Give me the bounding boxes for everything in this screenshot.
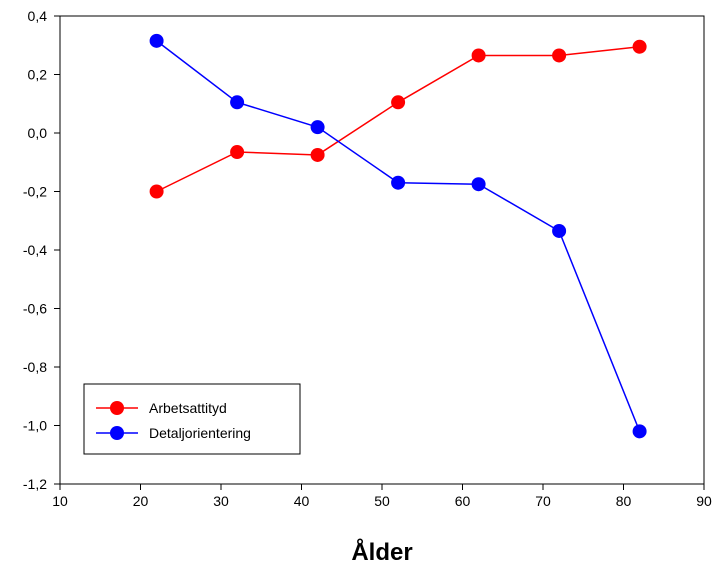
data-point	[471, 177, 486, 192]
data-point	[230, 95, 245, 110]
data-point	[391, 175, 406, 190]
y-axis-ticks: 0,4 0,2 0,0 -0,2 -0,4 -0,6 -0,8 -1,0 -1,2	[23, 8, 60, 492]
legend-box	[83, 383, 301, 455]
x-tick-label: 90	[696, 493, 712, 509]
data-point	[552, 48, 567, 63]
x-tick-label: 20	[133, 493, 149, 509]
x-tick-label: 60	[455, 493, 471, 509]
legend-label: Detaljorientering	[149, 425, 251, 441]
series-layer	[149, 33, 647, 439]
y-tick-label: -1,0	[23, 418, 47, 434]
data-point	[310, 120, 325, 135]
x-tick-label: 70	[535, 493, 551, 509]
y-tick-label: -0,2	[23, 184, 47, 200]
data-point	[310, 147, 325, 162]
x-tick-label: 10	[52, 493, 68, 509]
data-point	[632, 39, 647, 54]
legend-item: Detaljorientering	[96, 425, 251, 441]
y-tick-label: -0,8	[23, 359, 47, 375]
legend-label: Arbetsattityd	[149, 400, 227, 416]
y-tick-label: -0,4	[23, 242, 47, 258]
data-point	[230, 145, 245, 160]
x-axis-title: Ålder	[351, 538, 412, 566]
legend-marker	[110, 401, 124, 415]
data-point	[149, 33, 164, 48]
x-tick-label: 30	[213, 493, 229, 509]
data-point	[149, 184, 164, 199]
series-line	[156, 45, 640, 193]
series-1	[149, 39, 647, 199]
data-point	[632, 424, 647, 439]
data-point	[552, 223, 567, 238]
y-tick-label: -1,2	[23, 476, 47, 492]
legend: Arbetsattityd Detaljorientering	[83, 383, 301, 455]
legend-items: Arbetsattityd Detaljorientering	[96, 400, 251, 441]
x-tick-label: 80	[616, 493, 632, 509]
data-point	[471, 48, 486, 63]
y-tick-label: 0,0	[28, 125, 48, 141]
x-tick-label: 40	[294, 493, 310, 509]
series-2	[149, 33, 647, 439]
x-axis-ticks: 10 20 30 40 50 60 70 80 90	[52, 484, 712, 509]
legend-marker	[110, 426, 124, 440]
legend-item: Arbetsattityd	[96, 400, 227, 416]
y-tick-label: 0,4	[28, 8, 48, 24]
y-tick-label: -0,6	[23, 301, 47, 317]
data-point	[391, 95, 406, 110]
x-tick-label: 50	[374, 493, 390, 509]
y-tick-label: 0,2	[28, 67, 48, 83]
